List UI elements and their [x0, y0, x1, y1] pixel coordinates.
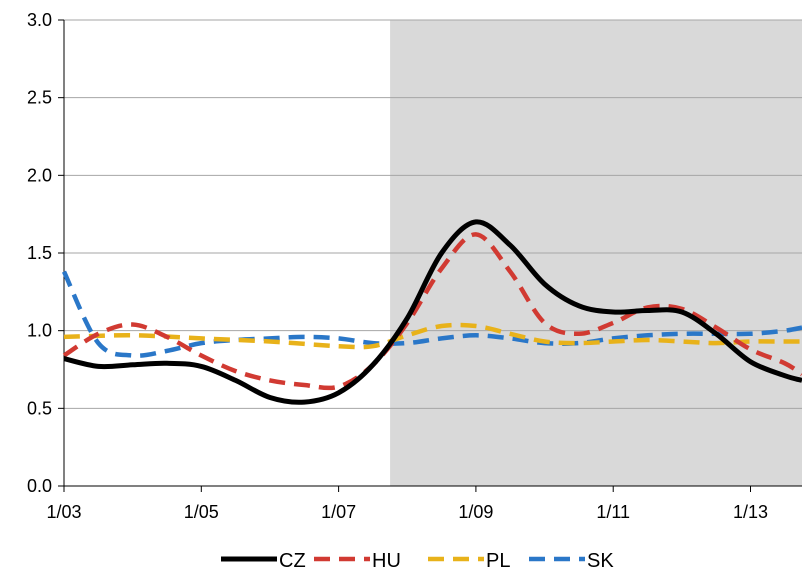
legend: CZ HU PL SK — [221, 550, 614, 572]
series-line-hu — [62, 232, 802, 391]
series-line-pl — [63, 322, 802, 350]
legend-label-hu: HU — [372, 550, 401, 572]
x-tick-label: 1/09 — [458, 502, 493, 522]
series-layer — [61, 219, 802, 405]
x-tick-label: 1/07 — [321, 502, 356, 522]
legend-label-pl: PL — [486, 550, 510, 572]
y-tick-label: 0.5 — [27, 398, 52, 418]
y-tick-label: 1.5 — [27, 243, 52, 263]
series-line-cz — [63, 219, 802, 405]
legend-label-cz: CZ — [279, 550, 306, 572]
x-tick-label: 1/11 — [596, 502, 630, 522]
y-tick-label: 2.0 — [27, 165, 52, 185]
y-tick-label: 3.0 — [27, 10, 52, 30]
legend-label-sk: SK — [587, 550, 614, 572]
x-tick-label: 1/13 — [733, 502, 768, 522]
y-tick-label: 1.0 — [27, 321, 52, 341]
y-tick-label: 0.0 — [27, 476, 52, 496]
y-tick-label: 2.5 — [27, 88, 52, 108]
series-line-sk — [61, 270, 802, 359]
axes-layer: 0.0 0.5 1.0 1.5 2.0 2.5 3.0 1/03 1/05 1/07 1/09 1/1… — [27, 10, 802, 522]
x-tick-label: 1/05 — [184, 502, 219, 522]
x-tick-label: 1/03 — [46, 502, 81, 522]
gridlines-layer — [64, 19, 802, 409]
